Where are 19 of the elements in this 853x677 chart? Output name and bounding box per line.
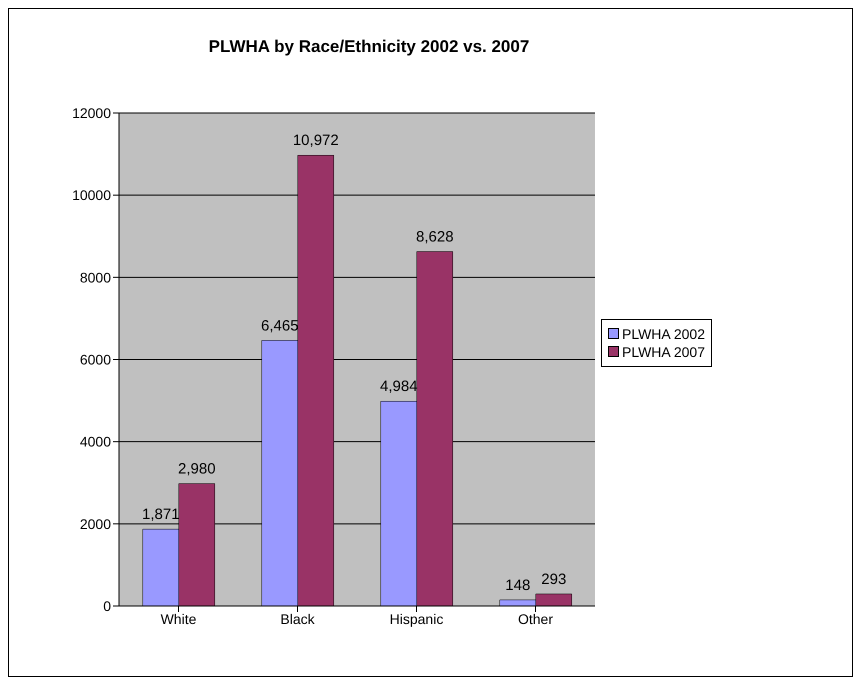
data-label: 10,972 <box>292 132 339 150</box>
y-tick-label: 6000 <box>80 351 112 368</box>
legend-label: PLWHA 2002 <box>622 326 705 342</box>
x-tick-label: Other <box>518 610 554 627</box>
y-tick-label: 12000 <box>72 104 112 121</box>
data-label: 8,628 <box>416 228 454 246</box>
data-label: 148 <box>505 576 530 594</box>
y-tick-label: 8000 <box>80 269 112 286</box>
y-tick-label: 2000 <box>80 516 112 532</box>
x-tick-label: White <box>160 610 197 627</box>
data-label: 293 <box>541 570 566 588</box>
y-tick-label: 4000 <box>80 434 112 450</box>
data-label: 2,980 <box>178 460 216 478</box>
y-tick-label: 10000 <box>72 187 112 204</box>
legend-label: PLWHA 2007 <box>622 344 705 360</box>
x-tick-label: Hispanic <box>390 610 444 627</box>
x-tick-label: Black <box>280 610 316 627</box>
chart-title: PLWHA by Race/Ethnicity 2002 vs. 2007 <box>208 37 530 57</box>
y-tick-label: 0 <box>103 598 112 614</box>
